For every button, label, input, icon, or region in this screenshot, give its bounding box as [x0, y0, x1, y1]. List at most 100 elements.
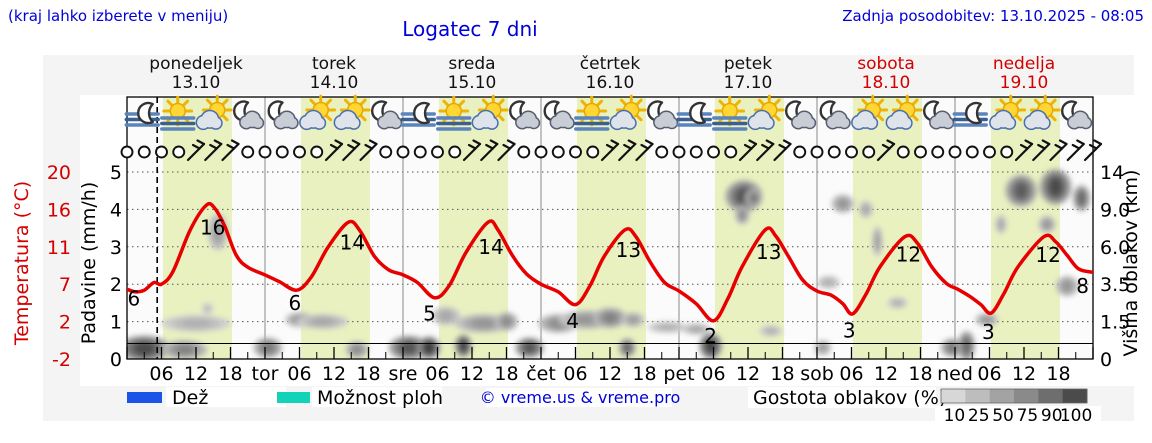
wind-calm-icon	[379, 145, 393, 159]
legend-plate	[935, 406, 1101, 424]
precip-tick-label: 0	[110, 349, 122, 371]
cloud-blob	[1014, 182, 1028, 199]
weather-icon-sun-cloud	[885, 94, 923, 131]
day-name: petek	[724, 54, 772, 74]
wind-barb-icon	[186, 139, 206, 162]
wind-barb-icon	[1014, 139, 1034, 162]
cloud-blob	[133, 341, 156, 356]
temp-value-label: 4	[566, 309, 579, 333]
day-header-band	[43, 55, 1134, 95]
legend-plate	[312, 387, 442, 407]
weather-icon-moon-cloud	[923, 100, 955, 130]
wind-calm-icon	[1000, 145, 1014, 159]
precip-tick-label: 1	[110, 312, 122, 334]
cloud-blob	[602, 312, 618, 324]
density-step	[1038, 389, 1064, 403]
day-name: ponedeljek	[149, 54, 243, 74]
daylight-band	[714, 97, 784, 359]
showers-legend-swatch	[277, 392, 310, 403]
density-step-label: 10	[944, 406, 966, 426]
x-tick-label: 18	[632, 363, 656, 385]
location-hint: (kraj lahko izberete v meniju)	[8, 7, 229, 25]
cloud-blob	[1048, 177, 1063, 197]
wind-barb-icon	[324, 139, 344, 162]
weather-icon-moon-cloud	[785, 100, 817, 130]
density-step	[1062, 389, 1088, 403]
precip-tick-label: 4	[110, 199, 122, 221]
weather-icon-sun-cloud	[333, 94, 371, 131]
cloud-tick-label: 6.0	[1100, 237, 1130, 259]
cloud-blob	[823, 278, 834, 286]
wind-calm-icon	[241, 145, 255, 159]
precip-tick-label: 5	[110, 162, 122, 184]
weather-icon-moon-cloud	[509, 100, 541, 130]
x-tick-label: 06	[425, 363, 449, 385]
cloud-tick-label: 1.5	[1100, 312, 1130, 334]
density-step-label: 90	[1041, 406, 1063, 426]
wind-calm-icon	[983, 145, 996, 159]
density-bar-frame	[940, 388, 1088, 404]
cloud-tick-label: 3.5	[1100, 274, 1130, 296]
temp-tick-label: 2	[59, 312, 71, 334]
density-step-label: 75	[1017, 406, 1039, 426]
wind-calm-icon	[931, 145, 945, 159]
wind-barb-icon	[497, 139, 516, 162]
wind-barb-icon	[221, 139, 240, 162]
precip-axis-title: Padavine (mm/h)	[78, 182, 100, 345]
wind-barb-icon	[480, 139, 499, 162]
wind-barb-icon	[204, 139, 223, 162]
temperature-curve	[127, 201, 1093, 323]
wind-calm-icon	[810, 145, 824, 159]
x-tick-label: 12	[460, 363, 484, 385]
weather-icon-moon-fog	[400, 101, 436, 127]
cloud-blob	[1043, 219, 1051, 229]
plot-frame	[126, 96, 1094, 360]
weather-icon-sun-cloud	[851, 94, 889, 131]
legend-plate	[486, 388, 672, 407]
weather-icon-moon-fog	[124, 101, 160, 127]
temp-value-label: 16	[200, 215, 225, 239]
x-tick-label: 18	[770, 363, 794, 385]
wind-barb-icon	[462, 139, 482, 162]
cloud-blob	[181, 319, 211, 328]
temp-value-label: 3	[982, 320, 995, 344]
rain-legend-swatch	[127, 392, 162, 403]
cloud-blob	[400, 341, 418, 355]
day-date: 15.10	[448, 73, 497, 93]
cloud-blob	[819, 343, 827, 352]
x-tick-label: pet	[663, 363, 694, 385]
cloud-blob	[213, 222, 223, 242]
weather-icon-sun-cloud	[989, 94, 1027, 131]
temp-value-label: 13	[756, 240, 781, 264]
density-step	[941, 389, 966, 403]
cloud-blob	[352, 345, 362, 355]
temp-value-label: 8	[1076, 274, 1089, 298]
wind-calm-icon	[448, 145, 462, 159]
cloud-tick-label: 9.0	[1100, 199, 1130, 221]
density-step	[1014, 389, 1039, 403]
temp-value-label: 12	[896, 242, 921, 266]
day-date: 18.10	[862, 73, 911, 93]
x-tick-label: 06	[977, 363, 1001, 385]
density-step-label: 50	[992, 406, 1014, 426]
x-tick-label: 12	[184, 363, 208, 385]
cloud-axis-title: Višina oblakov (km)	[1120, 170, 1142, 357]
wind-calm-icon	[275, 145, 289, 159]
cloud-blob	[893, 299, 902, 306]
wind-calm-icon	[914, 145, 927, 159]
weather-icon-sun-cloud	[1023, 94, 1061, 131]
cloud-blob	[750, 193, 758, 204]
wind-barb-icon	[1083, 139, 1103, 162]
temp-value-label: 6	[128, 286, 141, 310]
x-tick-label: 06	[701, 363, 725, 385]
wind-calm-icon	[586, 145, 600, 159]
cloud-blob	[981, 316, 992, 324]
wind-barb-icon	[738, 139, 758, 162]
day-name: četrtek	[580, 54, 641, 74]
density-step	[989, 389, 1015, 403]
temp-value-label: 2	[704, 324, 717, 348]
cloud-blob	[501, 316, 512, 327]
